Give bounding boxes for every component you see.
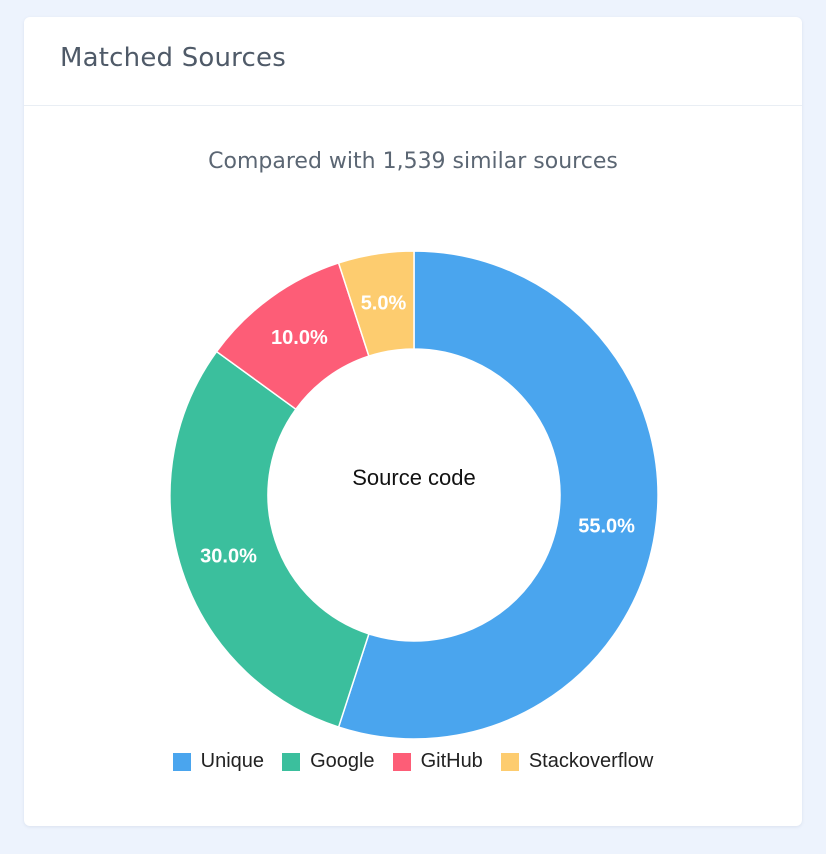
legend-swatch (282, 752, 301, 771)
legend-label: Unique (200, 750, 265, 772)
chart-subtitle: Compared with 1,539 similar sources (208, 149, 618, 174)
legend-swatch (392, 752, 411, 771)
slices-layer (169, 250, 659, 740)
slice-label-google: 30.0% (200, 545, 257, 567)
legend-item-google[interactable]: Google (282, 750, 375, 773)
slice-google[interactable] (169, 350, 370, 729)
legend-item-unique[interactable]: Unique (172, 750, 265, 773)
legend-label: GitHub (420, 750, 483, 772)
matched-sources-card: Matched Sources Compared with 1,539 simi… (24, 17, 802, 826)
legend-swatch (500, 752, 519, 771)
legend-label: Stackoverflow (528, 750, 654, 772)
legend-swatch (172, 752, 191, 771)
legend-item-github[interactable]: GitHub (392, 750, 483, 773)
legend-label: Google (310, 750, 375, 772)
card-header: Matched Sources (24, 17, 802, 106)
center-label: Source code (352, 465, 476, 490)
card-title: Matched Sources (60, 43, 286, 73)
slice-labels-layer: 55.0% 30.0% 10.0% 5.0% (200, 292, 635, 567)
legend-item-stackoverflow[interactable]: Stackoverflow (500, 750, 654, 773)
slice-label-unique: 55.0% (578, 516, 635, 538)
donut-chart: 55.0% 30.0% 10.0% 5.0% Source code (169, 250, 659, 740)
chart-legend: Unique Google GitHub Stackoverflow (24, 750, 802, 773)
slice-label-github: 10.0% (271, 327, 328, 349)
slice-stackoverflow[interactable] (337, 250, 415, 358)
slice-label-stackoverflow: 5.0% (361, 292, 407, 314)
slice-unique[interactable] (337, 250, 659, 740)
